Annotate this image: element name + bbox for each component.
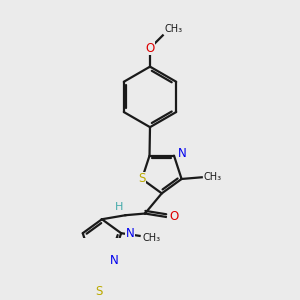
Text: CH₃: CH₃ [142, 232, 160, 243]
Text: O: O [146, 42, 154, 55]
Text: CH₃: CH₃ [203, 172, 222, 182]
Text: N: N [126, 227, 135, 240]
Text: CH₃: CH₃ [164, 24, 183, 34]
Text: S: S [96, 285, 103, 298]
Text: N: N [110, 254, 118, 267]
Text: S: S [138, 172, 146, 185]
Text: N: N [178, 148, 187, 160]
Text: O: O [170, 210, 179, 224]
Text: H: H [115, 202, 124, 212]
